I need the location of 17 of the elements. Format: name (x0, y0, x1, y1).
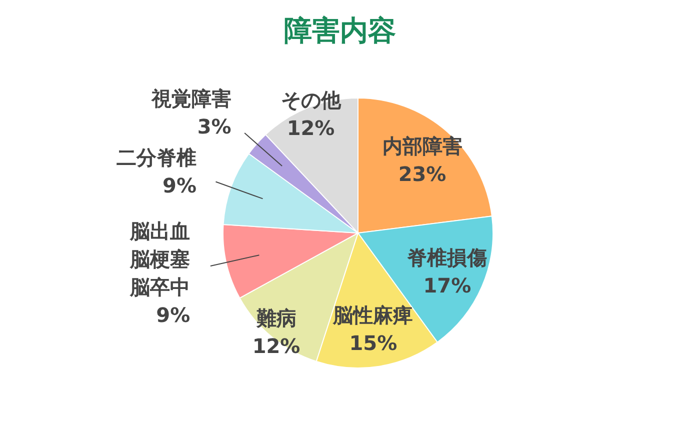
slice-label: 視覚障害 (150, 86, 232, 110)
data-label: 9% (162, 173, 197, 198)
slice-label: その他 (280, 88, 342, 112)
data-label: 15% (349, 331, 398, 356)
slice-label: 脊椎損傷 (407, 246, 488, 270)
data-label: 9% (156, 302, 190, 327)
slice-label: 脳出血脳梗塞脳卒中 (129, 218, 190, 299)
data-label: 12% (286, 116, 335, 140)
slice-label: 脳性麻痺 (332, 303, 414, 328)
chart-title: 障害内容 (284, 14, 396, 47)
slice-label: 二分脊椎 (116, 145, 197, 170)
slice-label: 難病 (255, 306, 296, 330)
data-label: 17% (423, 274, 472, 298)
data-label: 3% (197, 114, 232, 138)
slice-label: 内部障害 (382, 134, 462, 158)
data-label: 23% (398, 162, 446, 186)
data-label: 12% (252, 334, 300, 358)
